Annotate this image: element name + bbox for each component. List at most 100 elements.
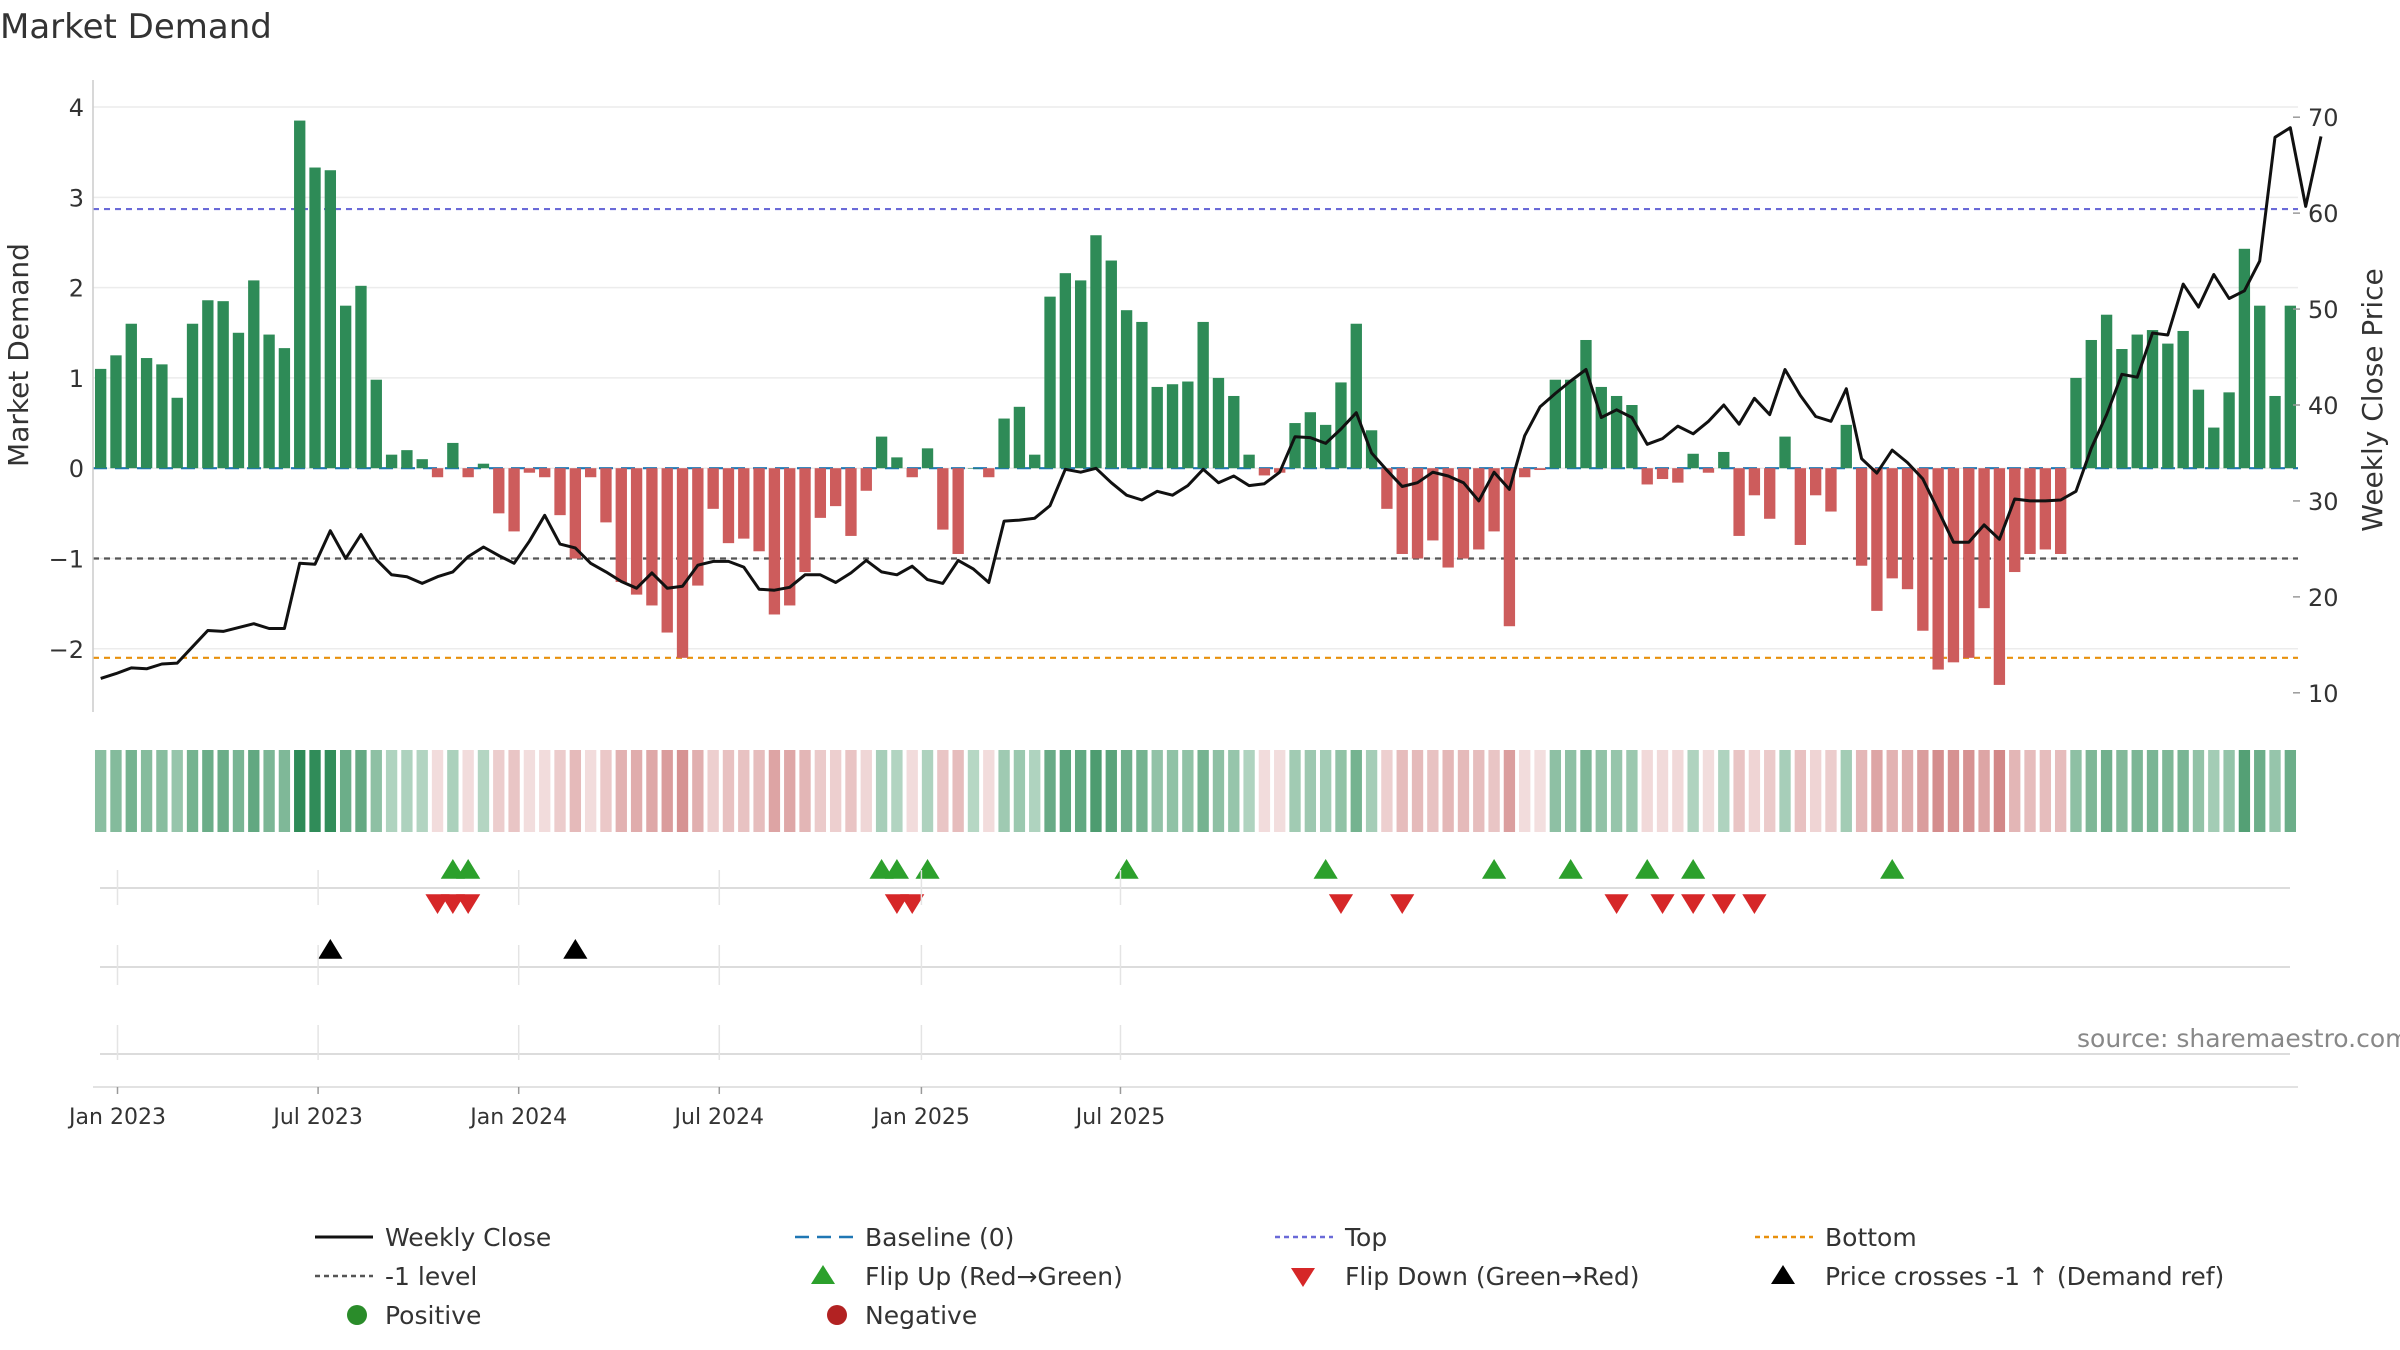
- demand-bar-negative: [845, 468, 857, 536]
- heat-cell: [2070, 750, 2082, 832]
- flip-up-marker: [1481, 859, 1507, 879]
- heat-cell: [2146, 750, 2159, 832]
- demand-bar-positive: [998, 418, 1010, 469]
- heat-cell: [1917, 750, 1929, 832]
- heat-cell: [799, 750, 811, 832]
- heat-cell: [1825, 750, 1837, 832]
- demand-bar-negative: [1794, 468, 1807, 545]
- heat-cell: [447, 750, 459, 832]
- heat-cell: [401, 750, 413, 832]
- demand-bar-positive: [1182, 381, 1194, 469]
- demand-bar-positive: [156, 364, 168, 469]
- heat-cell: [1901, 750, 1914, 832]
- demand-bar-positive: [202, 300, 214, 469]
- demand-bar-negative: [676, 468, 689, 658]
- demand-bar-positive: [2162, 343, 2174, 469]
- demand-bar-positive: [125, 323, 137, 469]
- demand-bar-positive: [1335, 382, 1347, 469]
- demand-bar-positive: [921, 448, 934, 469]
- demand-bar-negative: [1473, 468, 1485, 550]
- heat-cell: [2177, 750, 2189, 832]
- demand-bar-positive: [1212, 377, 1225, 469]
- y2-tick-label: 20: [2308, 584, 2339, 612]
- demand-bar-positive: [309, 167, 321, 469]
- demand-bar-negative: [1258, 468, 1271, 476]
- heat-cell: [186, 750, 199, 832]
- demand-bar-positive: [278, 348, 291, 469]
- flip-down-marker: [456, 894, 481, 914]
- legend-label: Top: [1344, 1223, 1387, 1252]
- legend-label: Price crosses -1 ↑ (Demand ref): [1825, 1262, 2224, 1291]
- demand-bar-negative: [1503, 468, 1516, 627]
- demand-bar-positive: [110, 355, 122, 469]
- demand-bar-negative: [1855, 468, 1868, 566]
- demand-bar-negative: [2039, 468, 2052, 550]
- heat-cell: [1840, 750, 1852, 832]
- flip-down-marker: [440, 894, 465, 914]
- y2-tick-label: 40: [2308, 392, 2339, 420]
- demand-bar-negative: [508, 468, 520, 532]
- heat-cell: [1503, 750, 1516, 832]
- heat-cell: [615, 750, 627, 832]
- legend-swatch-triangle-up: [811, 1265, 835, 1284]
- heat-cell: [1151, 750, 1163, 832]
- demand-bar-positive: [2146, 330, 2159, 469]
- heat-cell: [1029, 750, 1041, 832]
- heat-cell: [1855, 750, 1868, 832]
- heat-cell: [1794, 750, 1807, 832]
- demand-bar-positive: [891, 457, 903, 469]
- heat-cell: [1381, 750, 1393, 832]
- heat-cell: [1074, 750, 1087, 832]
- demand-bar-positive: [294, 120, 306, 469]
- heat-cell: [2116, 750, 2128, 832]
- demand-bar-negative: [615, 468, 627, 582]
- demand-bar-negative: [462, 468, 474, 478]
- heat-cell: [2269, 750, 2281, 832]
- demand-bar-negative: [1672, 468, 1684, 483]
- heat-cell: [171, 750, 183, 832]
- demand-bar-negative: [554, 468, 566, 516]
- demand-bar-negative: [1656, 468, 1669, 480]
- heat-cell: [845, 750, 857, 832]
- heat-cell: [983, 750, 995, 832]
- demand-bar-positive: [339, 305, 352, 469]
- demand-bar-positive: [1564, 379, 1577, 469]
- heat-cell: [1932, 750, 1944, 832]
- demand-bar-positive: [1243, 454, 1255, 469]
- heat-cell: [110, 750, 122, 832]
- heat-cell: [661, 750, 673, 832]
- heat-cell: [1274, 750, 1286, 832]
- heat-cell: [125, 750, 137, 832]
- heat-cell: [217, 750, 229, 832]
- x-tick-label: Jan 2024: [468, 1105, 567, 1130]
- heat-cell: [1365, 750, 1378, 832]
- heat-cell: [860, 750, 872, 832]
- heat-cell: [294, 750, 306, 832]
- heat-cell: [1733, 750, 1745, 832]
- demand-bar-positive: [1595, 386, 1607, 469]
- legend-swatch-triangle-up: [1771, 1265, 1795, 1284]
- heat-cell: [600, 750, 612, 832]
- heat-cell: [324, 750, 337, 832]
- heat-cell: [248, 750, 260, 832]
- demand-bar-positive: [967, 468, 980, 469]
- flip-down-marker: [1328, 894, 1354, 914]
- demand-bar-positive: [1289, 423, 1301, 469]
- heat-cell: [263, 750, 275, 832]
- heat-cell: [1243, 750, 1255, 832]
- demand-bar-positive: [1090, 235, 1102, 469]
- demand-bar-positive: [2131, 334, 2143, 469]
- y2-tick-label: 50: [2308, 296, 2339, 324]
- demand-bar-positive: [2238, 248, 2251, 469]
- flip-down-marker: [1742, 894, 1767, 914]
- demand-bar-negative: [523, 468, 536, 473]
- demand-bar-positive: [2085, 339, 2097, 469]
- heat-cell: [1534, 750, 1546, 832]
- demand-bars: [94, 120, 2297, 685]
- heat-cell: [1641, 750, 1653, 832]
- y2-tick-label: 30: [2308, 488, 2339, 516]
- heat-cell: [1580, 750, 1592, 832]
- heat-cell: [692, 750, 704, 832]
- heat-cell: [1289, 750, 1301, 832]
